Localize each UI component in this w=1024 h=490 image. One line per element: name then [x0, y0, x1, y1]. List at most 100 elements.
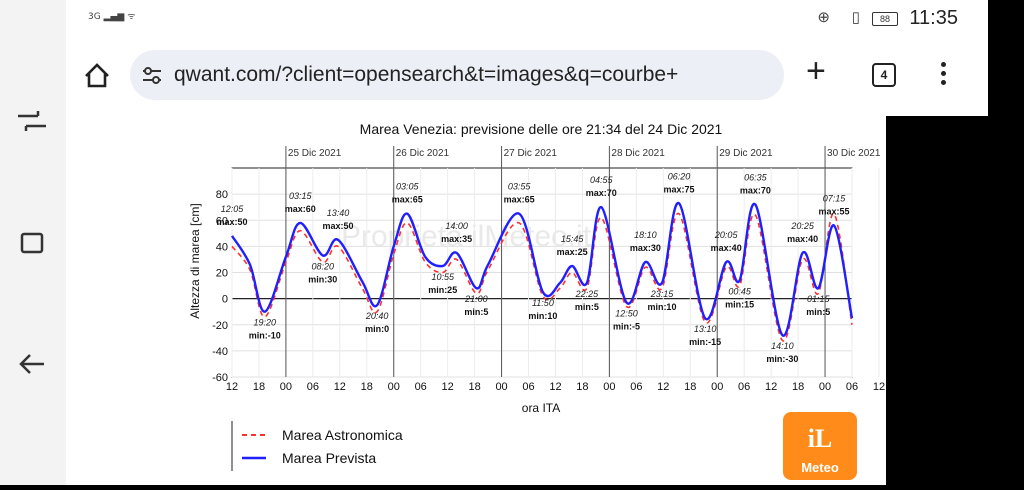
y-tick-label: -20 — [212, 320, 228, 332]
annotation-time: 20:25 — [790, 221, 815, 231]
legend-astronomica-label: Marea Astronomica — [282, 427, 403, 443]
navigation-bar — [0, 0, 66, 485]
y-tick-label: -60 — [212, 372, 228, 384]
address-bar[interactable]: qwant.com/?client=opensearch&t=images&q=… — [130, 50, 784, 100]
annotation-time: 12:50 — [615, 309, 638, 319]
x-tick-label: 00 — [603, 381, 615, 393]
y-tick-label: 0 — [222, 294, 228, 306]
battery-icon: 88 — [872, 12, 898, 26]
annotation-value: min:10 — [647, 302, 676, 312]
annotation-value: max:55 — [819, 206, 850, 216]
x-tick-label: 12 — [657, 381, 669, 393]
y-tick-label: -40 — [212, 346, 228, 358]
annotation-time: 04:55 — [590, 175, 614, 185]
x-tick-label: 18 — [468, 381, 480, 393]
annotation-value: max:70 — [586, 188, 617, 198]
annotation-value: min:0 — [365, 324, 389, 334]
vibrate-icon: ▯ — [851, 9, 860, 26]
new-tab-icon[interactable]: + — [806, 52, 826, 90]
annotation-time: 14:10 — [771, 341, 794, 351]
svg-text:iL: iL — [808, 424, 833, 453]
back-icon[interactable] — [14, 350, 50, 378]
day-label: 30 Dic 2021 — [827, 148, 881, 159]
legend: Marea Astronomica Marea Prevista — [231, 421, 403, 471]
annotation-value: max:75 — [664, 184, 695, 194]
x-tick-label: 06 — [738, 381, 750, 393]
x-tick-label: 12 — [226, 381, 238, 393]
x-tick-label: 18 — [361, 381, 373, 393]
x-tick-label: 12 — [549, 381, 561, 393]
annotation-value: max:50 — [216, 217, 247, 227]
x-tick-label: 06 — [307, 381, 319, 393]
browser-chrome: 3G ▂▄▆ ᯤ ⊕ ▯ 88 11:35 qwant.com/?client=… — [66, 0, 988, 116]
annotation-value: max:65 — [392, 195, 423, 205]
recent-apps-icon[interactable] — [14, 108, 50, 136]
x-tick-label: 00 — [819, 381, 831, 393]
day-label: 29 Dic 2021 — [719, 148, 773, 159]
annotation-value: max:70 — [740, 186, 771, 196]
clock: 11:35 — [909, 7, 958, 29]
watermark: Proprietà ilMeteo.it — [341, 220, 592, 253]
image-viewer: Proprietà ilMeteo.it Marea Venezia: prev… — [66, 116, 993, 485]
x-tick-label: 06 — [630, 381, 642, 393]
x-tick-label: 00 — [280, 381, 292, 393]
browser-toolbar: qwant.com/?client=opensearch&t=images&q=… — [66, 46, 988, 104]
x-axis-label: ora ITA — [522, 401, 560, 415]
annotation-time: 00:45 — [728, 286, 752, 296]
annotation-time: 22:25 — [575, 289, 600, 299]
overflow-menu-icon[interactable] — [938, 60, 948, 90]
annotation-value: max:40 — [711, 243, 742, 253]
day-label: 26 Dic 2021 — [396, 148, 450, 159]
annotation-value: min:-5 — [613, 322, 640, 332]
annotation-value: max:35 — [441, 234, 472, 244]
annotation-value: min:5 — [575, 302, 599, 312]
y-tick-label: 80 — [216, 189, 228, 201]
annotation-value: min:10 — [528, 311, 557, 321]
annotation-value: max:50 — [323, 221, 354, 231]
x-tick-label: 00 — [495, 381, 507, 393]
x-tick-label: 06 — [846, 381, 858, 393]
x-tick-label: 12 — [765, 381, 777, 393]
network-label: 3G — [88, 12, 101, 22]
annotation-value: min:5 — [806, 307, 830, 317]
annotation-time: 07:15 — [823, 193, 847, 203]
y-tick-label: 60 — [216, 215, 228, 227]
home-nav-icon[interactable] — [14, 230, 50, 258]
network-indicator: 3G ▂▄▆ ᯤ — [88, 12, 136, 22]
annotation-time: 15:45 — [561, 234, 585, 244]
url-text[interactable]: qwant.com/?client=opensearch&t=images&q=… — [174, 63, 679, 86]
logo-text: Meteo — [801, 460, 839, 475]
x-tick-label: 06 — [522, 381, 534, 393]
x-tick-label: 00 — [711, 381, 723, 393]
annotation-time: 13:10 — [694, 324, 717, 334]
annotation-value: max:30 — [630, 243, 661, 253]
data-saver-icon: ⊕ — [817, 9, 830, 26]
annotation-value: min:15 — [725, 299, 754, 309]
annotation-time: 20:40 — [365, 311, 389, 321]
annotation-value: max:60 — [285, 204, 316, 214]
annotation-value: min:30 — [308, 275, 337, 285]
annotation-time: 06:20 — [668, 171, 691, 181]
annotation-time: 14:00 — [445, 221, 468, 231]
y-tick-label: 20 — [216, 268, 228, 280]
annotation-time: 12:05 — [221, 204, 245, 214]
x-tick-label: 06 — [415, 381, 427, 393]
x-tick-label: 12 — [442, 381, 454, 393]
day-label: 25 Dic 2021 — [288, 148, 342, 159]
annotation-time: 10:55 — [431, 272, 455, 282]
tab-switcher-button[interactable]: 4 — [872, 63, 896, 87]
x-tick-label: 00 — [388, 381, 400, 393]
x-tick-label: 18 — [576, 381, 588, 393]
annotation-value: max:65 — [504, 195, 535, 205]
annotation-time: 08:20 — [311, 262, 334, 272]
annotation-time: 20:05 — [714, 230, 739, 240]
y-tick-label: 40 — [216, 241, 228, 253]
annotation-value: min:-15 — [689, 337, 721, 347]
annotation-value: min:5 — [464, 307, 488, 317]
series-marea-prevista — [230, 202, 854, 337]
site-settings-icon[interactable] — [140, 64, 164, 88]
home-icon[interactable] — [82, 60, 112, 90]
annotation-value: max:40 — [787, 234, 818, 244]
x-tick-label: 18 — [684, 381, 696, 393]
annotation-time: 06:35 — [744, 173, 768, 183]
